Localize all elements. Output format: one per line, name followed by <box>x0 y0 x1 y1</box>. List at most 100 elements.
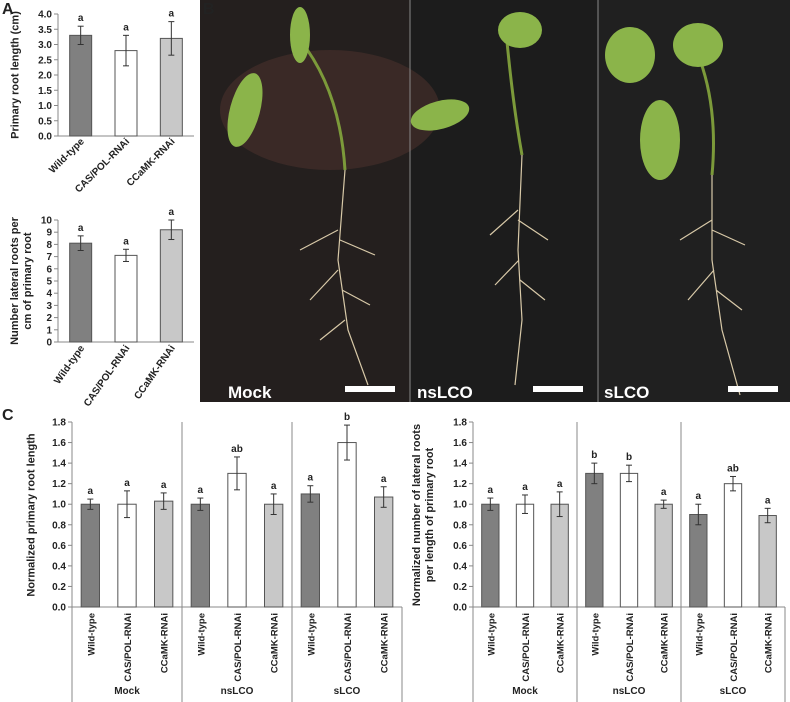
x-tick-label: Wild-type <box>86 613 97 656</box>
group-label: Mock <box>512 686 538 697</box>
significance-letter: a <box>557 479 563 490</box>
x-tick-label: Wild-type <box>196 613 207 656</box>
y-tick-label: 1.4 <box>453 459 467 470</box>
significance-letter: ab <box>727 463 739 474</box>
y-tick-label: 0.0 <box>38 132 52 143</box>
x-tick-label: Wild-type <box>590 613 601 656</box>
y-tick-label: 1.2 <box>52 479 66 490</box>
significance-letter: a <box>161 480 167 491</box>
significance-letter: b <box>591 450 597 461</box>
bar <box>619 472 639 608</box>
leaf <box>227 73 263 147</box>
root <box>679 175 746 396</box>
leaf <box>498 12 542 48</box>
root <box>299 169 376 386</box>
y-tick-label: 4.0 <box>38 10 52 21</box>
photo-label: sLCO <box>604 383 649 402</box>
y-tick-label: 0.8 <box>453 520 467 531</box>
bar <box>227 472 247 608</box>
y-tick-label: 0.4 <box>453 561 467 572</box>
bar <box>689 514 708 608</box>
leaves <box>227 7 723 180</box>
bar <box>114 254 138 343</box>
bar <box>585 472 604 608</box>
x-tick-label: CCaMK-RNAi <box>160 613 171 673</box>
x-tick-label: CAS/POL-RNAi <box>82 343 133 409</box>
x-tick-label: Wild-type <box>694 613 705 656</box>
bar <box>80 503 100 608</box>
x-tick-label: CAS/POL-RNAi <box>123 613 134 682</box>
bar <box>159 229 183 343</box>
group-label: nsLCO <box>613 686 646 697</box>
y-tick-label: 0.5 <box>38 116 52 127</box>
group-label: nsLCO <box>221 686 254 697</box>
y-tick-label: 7 <box>46 252 52 263</box>
roots <box>299 154 746 396</box>
y-tick-label: 0.0 <box>453 603 467 614</box>
x-tick-label: CAS/POL-RNAi <box>521 613 532 682</box>
leaf <box>673 23 723 67</box>
x-tick-label: CAS/POL-RNAi <box>625 613 636 682</box>
y-tick-label: 1 <box>46 325 52 336</box>
significance-letter: a <box>88 486 94 497</box>
y-tick-label: 1.6 <box>52 438 66 449</box>
panel-letter: A <box>2 1 14 18</box>
bar <box>550 503 569 608</box>
y-tick-label: 0.6 <box>52 541 66 552</box>
y-tick-label: 2.0 <box>38 71 52 82</box>
y-tick-label: 1.0 <box>52 500 66 511</box>
y-tick-label: 1.4 <box>52 459 66 470</box>
significance-letter: a <box>381 474 387 485</box>
y-tick-label: 0 <box>46 338 52 349</box>
significance-letter: a <box>169 9 175 20</box>
significance-letter: a <box>308 473 314 484</box>
x-tick-label: CCaMK-RNAi <box>660 613 671 673</box>
significance-letter: a <box>198 485 204 496</box>
photo-plate <box>410 0 598 402</box>
y-axis-label: Normalized number of lateral roots per l… <box>411 423 436 606</box>
y-tick-label: 0.6 <box>453 541 467 552</box>
y-tick-label: 3 <box>46 301 52 312</box>
y-axis-label: Number lateral roots per cm of primary r… <box>9 217 34 345</box>
y-tick-label: 0.2 <box>52 582 66 593</box>
significance-letter: b <box>344 412 350 423</box>
significance-letter: a <box>78 223 84 234</box>
x-tick-label: CAS/POL-RNAi <box>233 613 244 682</box>
y-tick-label: 8 <box>46 240 52 251</box>
bar <box>654 503 673 608</box>
leaf <box>410 99 470 131</box>
bar <box>69 34 93 137</box>
scale-bar <box>345 386 395 392</box>
y-tick-label: 4 <box>46 289 52 300</box>
y-tick-label: 1.0 <box>38 101 52 112</box>
y-tick-label: 2 <box>46 313 52 324</box>
photo-label: Mock <box>228 383 272 402</box>
significance-letter: a <box>169 207 175 218</box>
panel-letter: B <box>203 1 215 18</box>
leaf <box>605 27 655 83</box>
x-tick-label: CCaMK-RNAi <box>125 136 178 189</box>
stem <box>298 39 347 171</box>
scale-bar <box>533 386 583 392</box>
root <box>489 154 549 386</box>
bar <box>723 483 743 608</box>
y-tick-label: 0.0 <box>52 603 66 614</box>
x-tick-label: CCaMK-RNAi <box>132 343 177 401</box>
y-tick-label: 9 <box>46 228 52 239</box>
y-tick-label: 1.5 <box>38 86 52 97</box>
significance-letter: a <box>271 481 277 492</box>
y-tick-label: 3.5 <box>38 25 52 36</box>
photo-label: nsLCO <box>417 383 473 402</box>
x-tick-label: Wild-type <box>486 613 497 656</box>
significance-letter: a <box>488 485 494 496</box>
x-tick-label: Wild-type <box>52 343 87 386</box>
y-axis-label: Primary root length (cm) <box>9 11 22 139</box>
y-axis-label: Normalized primary root length <box>25 432 38 597</box>
x-tick-label: Wild-type <box>47 136 87 176</box>
significance-letter: a <box>522 482 528 493</box>
significance-letter: a <box>123 236 129 247</box>
leaf <box>640 100 680 180</box>
y-tick-label: 1.8 <box>52 418 66 429</box>
y-tick-label: 10 <box>41 216 53 227</box>
x-tick-label: CCaMK-RNAi <box>270 613 281 673</box>
